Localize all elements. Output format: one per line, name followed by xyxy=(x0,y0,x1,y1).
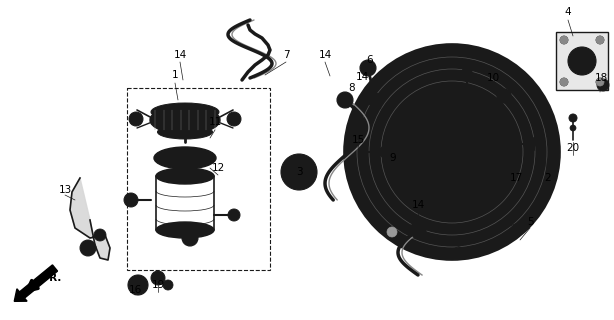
Ellipse shape xyxy=(574,53,590,69)
Text: 7: 7 xyxy=(282,50,289,60)
Ellipse shape xyxy=(387,227,397,237)
Text: 20: 20 xyxy=(567,143,580,153)
Ellipse shape xyxy=(289,162,309,182)
Ellipse shape xyxy=(560,36,568,44)
Bar xyxy=(127,88,270,270)
Ellipse shape xyxy=(341,96,349,104)
Ellipse shape xyxy=(372,147,382,157)
Text: 4: 4 xyxy=(565,7,571,17)
Text: 3: 3 xyxy=(296,167,302,177)
Ellipse shape xyxy=(161,151,209,165)
Ellipse shape xyxy=(412,112,492,192)
Ellipse shape xyxy=(135,282,141,288)
Ellipse shape xyxy=(154,147,216,169)
Ellipse shape xyxy=(410,222,426,238)
Ellipse shape xyxy=(384,129,402,147)
Ellipse shape xyxy=(158,125,212,139)
Ellipse shape xyxy=(163,280,173,290)
Text: 19: 19 xyxy=(152,280,165,290)
Text: 2: 2 xyxy=(545,173,551,183)
Text: 6: 6 xyxy=(367,55,373,65)
Polygon shape xyxy=(70,178,110,260)
Text: 15: 15 xyxy=(351,135,365,145)
Text: 14: 14 xyxy=(173,50,187,60)
Ellipse shape xyxy=(227,112,241,126)
Text: 14: 14 xyxy=(411,200,425,210)
Ellipse shape xyxy=(368,93,382,107)
Ellipse shape xyxy=(380,145,394,159)
Text: 18: 18 xyxy=(594,73,608,83)
Ellipse shape xyxy=(337,92,353,108)
Ellipse shape xyxy=(600,82,606,88)
Ellipse shape xyxy=(182,230,198,246)
Text: 14: 14 xyxy=(356,72,368,82)
Ellipse shape xyxy=(390,90,514,214)
Ellipse shape xyxy=(281,154,317,190)
Ellipse shape xyxy=(442,142,462,162)
Ellipse shape xyxy=(434,134,470,170)
Ellipse shape xyxy=(151,271,165,285)
Ellipse shape xyxy=(354,119,366,131)
Ellipse shape xyxy=(364,64,372,72)
Ellipse shape xyxy=(156,222,214,238)
Bar xyxy=(556,32,608,90)
FancyArrow shape xyxy=(14,265,58,301)
Ellipse shape xyxy=(560,78,568,86)
Ellipse shape xyxy=(156,168,214,184)
Ellipse shape xyxy=(353,130,363,140)
Ellipse shape xyxy=(228,209,240,221)
Text: 10: 10 xyxy=(486,73,500,83)
Ellipse shape xyxy=(94,229,106,241)
Ellipse shape xyxy=(569,114,577,122)
Ellipse shape xyxy=(129,112,143,126)
Ellipse shape xyxy=(497,89,511,103)
Ellipse shape xyxy=(132,279,144,291)
Text: 17: 17 xyxy=(510,173,523,183)
Ellipse shape xyxy=(568,47,596,75)
Text: 12: 12 xyxy=(211,163,225,173)
Ellipse shape xyxy=(596,36,604,44)
Ellipse shape xyxy=(384,142,396,154)
Ellipse shape xyxy=(151,103,219,121)
Ellipse shape xyxy=(570,125,576,131)
Text: 11: 11 xyxy=(208,117,222,127)
Ellipse shape xyxy=(128,275,148,295)
Text: 1: 1 xyxy=(172,70,178,80)
Text: 14: 14 xyxy=(319,50,332,60)
Text: 9: 9 xyxy=(390,153,396,163)
Text: 16: 16 xyxy=(128,285,142,295)
Ellipse shape xyxy=(508,138,520,150)
Ellipse shape xyxy=(150,106,220,134)
Ellipse shape xyxy=(155,275,161,281)
Ellipse shape xyxy=(344,44,560,260)
Ellipse shape xyxy=(596,78,604,86)
Text: 5: 5 xyxy=(527,217,534,227)
Ellipse shape xyxy=(597,79,609,91)
Ellipse shape xyxy=(488,105,498,115)
Ellipse shape xyxy=(294,167,304,177)
Ellipse shape xyxy=(80,240,96,256)
Text: FR.: FR. xyxy=(42,273,61,283)
Ellipse shape xyxy=(124,193,138,207)
Text: 13: 13 xyxy=(58,185,72,195)
Ellipse shape xyxy=(462,67,472,77)
Text: 8: 8 xyxy=(349,83,356,93)
Ellipse shape xyxy=(360,60,376,76)
